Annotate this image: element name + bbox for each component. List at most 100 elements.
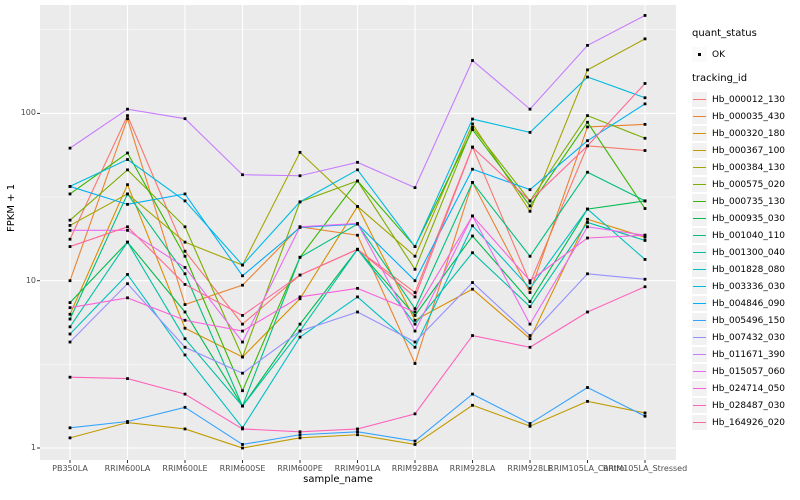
data-point[interactable] <box>528 334 532 337</box>
data-point[interactable] <box>298 335 302 339</box>
data-point[interactable] <box>471 224 474 228</box>
data-point[interactable] <box>643 414 647 418</box>
data-point[interactable] <box>471 392 474 396</box>
legend-item-Hb_000575_020[interactable]: Hb_000575_020 <box>692 176 798 193</box>
data-point[interactable] <box>413 362 417 365</box>
data-point[interactable] <box>298 150 302 154</box>
data-point[interactable] <box>471 59 474 62</box>
data-point[interactable] <box>183 318 187 322</box>
legend-item-Hb_000735_130[interactable]: Hb_000735_130 <box>692 193 798 210</box>
data-point[interactable] <box>68 245 72 248</box>
data-point[interactable] <box>528 281 532 285</box>
data-point[interactable] <box>298 430 302 434</box>
data-point[interactable] <box>298 297 302 301</box>
data-point[interactable] <box>68 185 72 188</box>
data-point[interactable] <box>356 247 359 251</box>
data-point[interactable] <box>413 307 417 311</box>
legend-item-Hb_000035_430[interactable]: Hb_000035_430 <box>692 108 798 125</box>
data-point[interactable] <box>126 377 129 380</box>
data-point[interactable] <box>126 240 129 244</box>
data-point[interactable] <box>183 345 187 349</box>
data-point[interactable] <box>183 427 187 431</box>
data-point[interactable] <box>528 209 532 213</box>
legend-item-Hb_001040_110[interactable]: Hb_001040_110 <box>692 227 798 244</box>
data-point[interactable] <box>68 301 72 304</box>
data-point[interactable] <box>643 277 647 281</box>
data-point[interactable] <box>356 160 359 164</box>
data-point[interactable] <box>643 82 647 85</box>
data-point[interactable] <box>298 225 302 229</box>
data-point[interactable] <box>413 267 417 271</box>
legend-item-Hb_164926_020[interactable]: Hb_164926_020 <box>692 414 798 431</box>
data-point[interactable] <box>68 426 72 430</box>
data-point[interactable] <box>643 149 647 152</box>
data-point[interactable] <box>298 329 302 333</box>
data-point[interactable] <box>643 37 647 41</box>
data-point[interactable] <box>586 225 589 229</box>
data-point[interactable] <box>241 274 244 278</box>
data-point[interactable] <box>356 233 359 237</box>
data-point[interactable] <box>528 291 532 294</box>
data-point[interactable] <box>183 117 187 121</box>
data-point[interactable] <box>183 310 187 314</box>
data-point[interactable] <box>356 310 359 314</box>
data-point[interactable] <box>528 279 532 283</box>
data-point[interactable] <box>68 306 72 310</box>
data-point[interactable] <box>643 14 647 17</box>
data-point[interactable] <box>183 353 187 357</box>
data-point[interactable] <box>183 266 187 269</box>
data-point[interactable] <box>586 43 589 47</box>
data-point[interactable] <box>586 399 589 403</box>
legend-item-Hb_004846_090[interactable]: Hb_004846_090 <box>692 295 798 312</box>
legend-item-Hb_007432_030[interactable]: Hb_007432_030 <box>692 329 798 346</box>
legend-item-ok[interactable]: OK <box>692 46 798 63</box>
data-point[interactable] <box>183 199 187 203</box>
data-point[interactable] <box>471 167 474 171</box>
data-point[interactable] <box>643 96 647 100</box>
data-point[interactable] <box>356 205 359 208</box>
data-point[interactable] <box>586 125 589 129</box>
data-point[interactable] <box>298 200 302 204</box>
data-point[interactable] <box>68 436 72 440</box>
data-point[interactable] <box>528 107 532 111</box>
data-point[interactable] <box>528 345 532 349</box>
data-point[interactable] <box>413 329 417 333</box>
data-point[interactable] <box>586 114 589 118</box>
data-point[interactable] <box>183 240 187 244</box>
data-point[interactable] <box>183 272 187 276</box>
data-point[interactable] <box>586 75 589 79</box>
data-point[interactable] <box>528 424 532 428</box>
data-point[interactable] <box>241 340 244 344</box>
data-point[interactable] <box>126 202 129 206</box>
data-point[interactable] <box>126 228 129 232</box>
data-point[interactable] <box>356 433 359 437</box>
data-point[interactable] <box>471 234 474 238</box>
data-point[interactable] <box>298 433 302 437</box>
data-point[interactable] <box>356 179 359 183</box>
data-point[interactable] <box>241 329 244 333</box>
data-point[interactable] <box>241 443 244 446</box>
data-point[interactable] <box>298 322 302 326</box>
data-point[interactable] <box>68 317 72 321</box>
data-point[interactable] <box>68 218 72 222</box>
data-point[interactable] <box>68 192 72 196</box>
data-point[interactable] <box>68 228 72 232</box>
data-point[interactable] <box>586 217 589 221</box>
data-point[interactable] <box>413 291 417 294</box>
legend-item-Hb_000935_030[interactable]: Hb_000935_030 <box>692 210 798 227</box>
data-point[interactable] <box>241 314 244 317</box>
data-point[interactable] <box>183 392 187 396</box>
legend-item-Hb_000384_130[interactable]: Hb_000384_130 <box>692 159 798 176</box>
data-point[interactable] <box>126 225 129 229</box>
data-point[interactable] <box>413 310 417 314</box>
data-point[interactable] <box>68 325 72 329</box>
data-point[interactable] <box>586 272 589 276</box>
data-point[interactable] <box>586 386 589 389</box>
data-point[interactable] <box>528 305 532 309</box>
data-point[interactable] <box>241 173 244 177</box>
data-point[interactable] <box>528 188 532 192</box>
data-point[interactable] <box>183 303 187 306</box>
data-point[interactable] <box>298 255 302 259</box>
data-point[interactable] <box>413 314 417 317</box>
data-point[interactable] <box>241 263 244 267</box>
